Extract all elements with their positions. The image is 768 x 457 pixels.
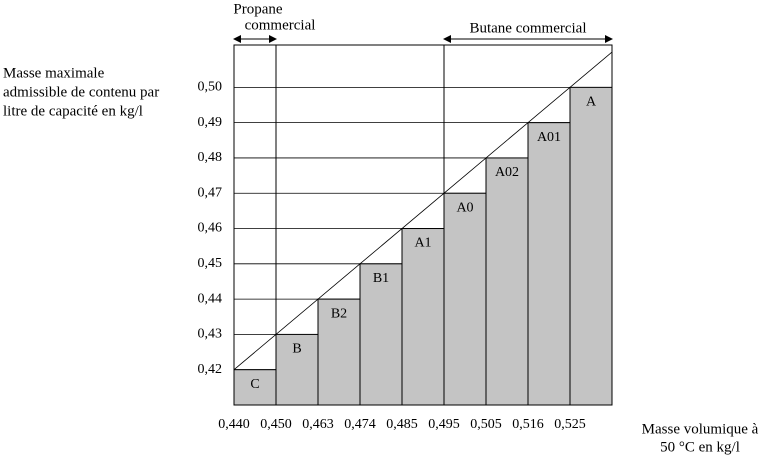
x-tick-label: 0,495 [428, 417, 460, 432]
y-tick-label: 0,49 [198, 115, 223, 130]
x-tick-label: 0,440 [218, 417, 250, 432]
bar-label: A1 [414, 236, 431, 251]
x-tick-label: 0,505 [470, 417, 502, 432]
x-tick-label: 0,525 [554, 417, 586, 432]
bar [401, 228, 445, 406]
x-tick-label: 0,474 [344, 417, 376, 432]
x-tick-label: 0,485 [386, 417, 418, 432]
y-tick-label: 0,46 [198, 221, 223, 236]
bar [443, 192, 487, 406]
y-tick-label: 0,44 [198, 291, 223, 306]
y-axis-title: Masse maximale [3, 65, 105, 81]
annotation: Butane commercial [469, 20, 586, 36]
bar [569, 86, 613, 406]
bar-label: A02 [495, 165, 519, 180]
plot-frame [233, 44, 613, 406]
bar-label: B [292, 342, 301, 357]
diagonal [233, 51, 613, 371]
y-axis-title: litre de capacité en kg/l [3, 103, 143, 119]
y-tick-label: 0,42 [198, 362, 223, 377]
bar-label: A01 [537, 130, 561, 145]
annotation: Propane [233, 1, 282, 17]
bar-label: B1 [373, 271, 389, 286]
bar-label: C [250, 377, 259, 392]
bar [485, 157, 529, 406]
x-tick-label: 0,450 [260, 417, 292, 432]
x-tick-label: 0,463 [302, 417, 334, 432]
annotation: commercial [245, 17, 316, 33]
y-tick-label: 0,43 [198, 327, 223, 342]
x-tick-label: 0,516 [512, 417, 544, 432]
y-axis-title: admissible de contenu par [3, 84, 159, 100]
y-tick-label: 0,50 [198, 80, 223, 95]
bar-label: A [586, 95, 597, 110]
bar [527, 122, 571, 406]
x-axis-title: Masse volumique à [642, 421, 759, 437]
y-tick-label: 0,48 [198, 150, 223, 165]
y-tick-label: 0,45 [198, 256, 223, 271]
y-tick-label: 0,47 [198, 185, 223, 200]
bar-label: B2 [331, 306, 347, 321]
bar-label: A0 [456, 200, 473, 215]
x-axis-title: 50 °C en kg/l [660, 439, 740, 455]
